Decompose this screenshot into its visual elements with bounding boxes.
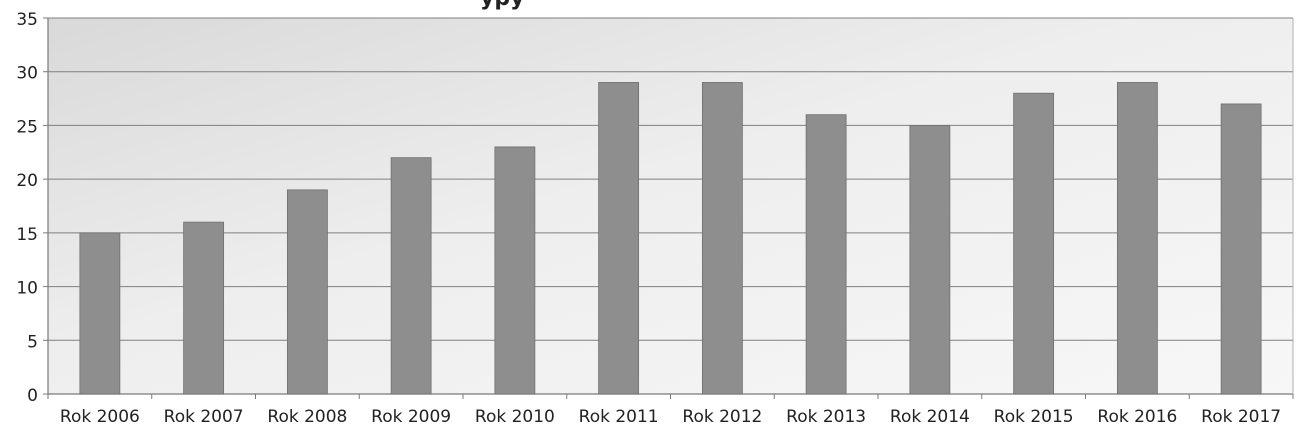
y-tick-label-10: 10 (16, 279, 38, 299)
gridlines (48, 17, 1293, 341)
x-tick-label-rok-2007: Rok 2007 (164, 407, 244, 427)
x-tick-label-rok-2008: Rok 2008 (267, 407, 347, 427)
bar-rok-2011 (598, 82, 640, 395)
plot-area-background (48, 18, 1293, 394)
x-tick-label-rok-2017: Rok 2017 (1201, 407, 1281, 427)
axes (43, 17, 1294, 399)
x-tick-label-rok-2012: Rok 2012 (682, 407, 762, 427)
y-tick-label-0: 0 (27, 386, 38, 406)
bars (79, 82, 1262, 395)
bar-rok-2007 (183, 221, 225, 395)
y-tick-label-35: 35 (16, 10, 38, 30)
x-tick-label-rok-2016: Rok 2016 (1097, 407, 1177, 427)
y-tick-labels: 0 5 10 15 20 25 30 35 (16, 10, 38, 406)
x-tick-labels: Rok 2006 Rok 2007 Rok 2008 Rok 2009 Rok 2010… (60, 407, 1281, 427)
x-tick-label-rok-2013: Rok 2013 (786, 407, 866, 427)
bar-rok-2009 (390, 157, 432, 395)
bar-rok-2012 (701, 82, 743, 395)
x-tick-label-rok-2010: Rok 2010 (475, 407, 555, 427)
y-tick-label-25: 25 (16, 117, 38, 137)
bar-rok-2015 (1013, 92, 1055, 395)
y-tick-label-5: 5 (27, 332, 38, 352)
bar-rok-2010 (494, 146, 536, 395)
x-tick-label-rok-2011: Rok 2011 (579, 407, 659, 427)
chart-title-fragment: ypy (480, 0, 524, 11)
y-tick-label-30: 30 (16, 64, 38, 84)
bar-rok-2016 (1116, 82, 1158, 395)
bar-rok-2017 (1220, 103, 1262, 395)
bar-rok-2008 (286, 189, 328, 395)
y-tick-label-15: 15 (16, 225, 38, 245)
bar-rok-2014 (909, 125, 951, 395)
x-tick-label-rok-2006: Rok 2006 (60, 407, 140, 427)
x-tick-label-rok-2014: Rok 2014 (890, 407, 970, 427)
x-tick-label-rok-2009: Rok 2009 (371, 407, 451, 427)
y-tick-label-20: 20 (16, 171, 38, 191)
bar-rok-2006 (79, 232, 121, 395)
x-tick-label-rok-2015: Rok 2015 (994, 407, 1074, 427)
bar-rok-2013 (805, 114, 847, 395)
